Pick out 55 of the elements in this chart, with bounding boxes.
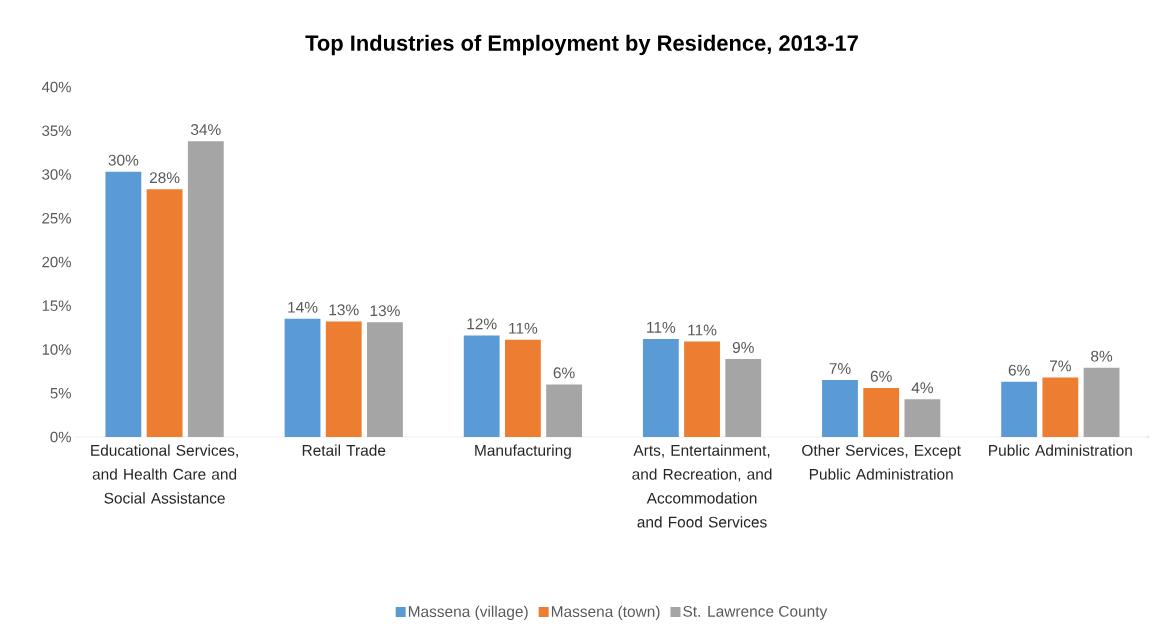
y-tick-label: 25% (42, 212, 71, 224)
y-tick-label: 10% (42, 344, 71, 355)
bar (187, 141, 224, 437)
legend-label: Massena (town) (551, 605, 660, 621)
x-tick-label: Arts, Entertainment, and Recreation, and Accommodation and Food Services (632, 444, 772, 528)
bar (504, 339, 541, 437)
chart-title: Top Industries of Employment by Residence, 2013-17 (305, 34, 858, 56)
data-label: 7% (1049, 360, 1071, 372)
bar (725, 359, 762, 437)
bar (105, 171, 142, 437)
bar (822, 380, 858, 437)
y-tick-label: 35% (42, 125, 71, 137)
y-tick-label: 0% (50, 431, 71, 443)
bar (904, 399, 941, 437)
bar (146, 189, 183, 437)
x-tick-label: Manufacturing (475, 444, 571, 459)
data-label: 14% (288, 301, 318, 313)
data-label: 28% (149, 172, 180, 184)
data-label: 6% (870, 370, 892, 382)
data-label: 13% (370, 305, 400, 317)
bar (642, 338, 679, 437)
bar (1042, 377, 1079, 437)
data-label: 4% (911, 382, 933, 394)
x-tick-label: Educational Services, and Health Care and Social Assistance (91, 444, 238, 504)
bar (1083, 367, 1120, 437)
y-tick-label: 20% (42, 256, 71, 268)
bar (325, 321, 362, 437)
bar (284, 318, 321, 437)
legend-label: Massena (village) (408, 605, 528, 621)
y-tick-label: 5% (50, 387, 71, 399)
y-tick-label: 40% (41, 81, 71, 93)
x-tick-label: Other Services, Except Public Administration (802, 444, 961, 480)
data-label: 6% (1008, 364, 1030, 376)
bar (367, 322, 403, 437)
data-label: 12% (467, 318, 497, 330)
x-tick-label: Retail Trade (302, 444, 386, 456)
data-label: 7% (829, 363, 851, 374)
x-tick-label: Public Administration (989, 444, 1132, 456)
data-label: 34% (190, 124, 221, 136)
bar (463, 335, 500, 437)
data-label: 13% (329, 304, 359, 316)
data-label: 9% (732, 341, 754, 353)
data-label: 6% (553, 367, 575, 379)
legend-label: St. Lawrence County (683, 605, 828, 620)
y-tick-label: 15% (42, 300, 71, 311)
bar (546, 384, 583, 437)
data-label: 30% (108, 154, 139, 166)
data-label: 11% (688, 324, 717, 336)
bar (684, 341, 720, 437)
data-label: 11% (647, 321, 676, 333)
bar (1001, 381, 1038, 437)
data-label: 11% (509, 322, 538, 334)
y-tick-label: 30% (42, 169, 71, 180)
bar (863, 387, 900, 437)
data-label: 8% (1091, 350, 1113, 362)
